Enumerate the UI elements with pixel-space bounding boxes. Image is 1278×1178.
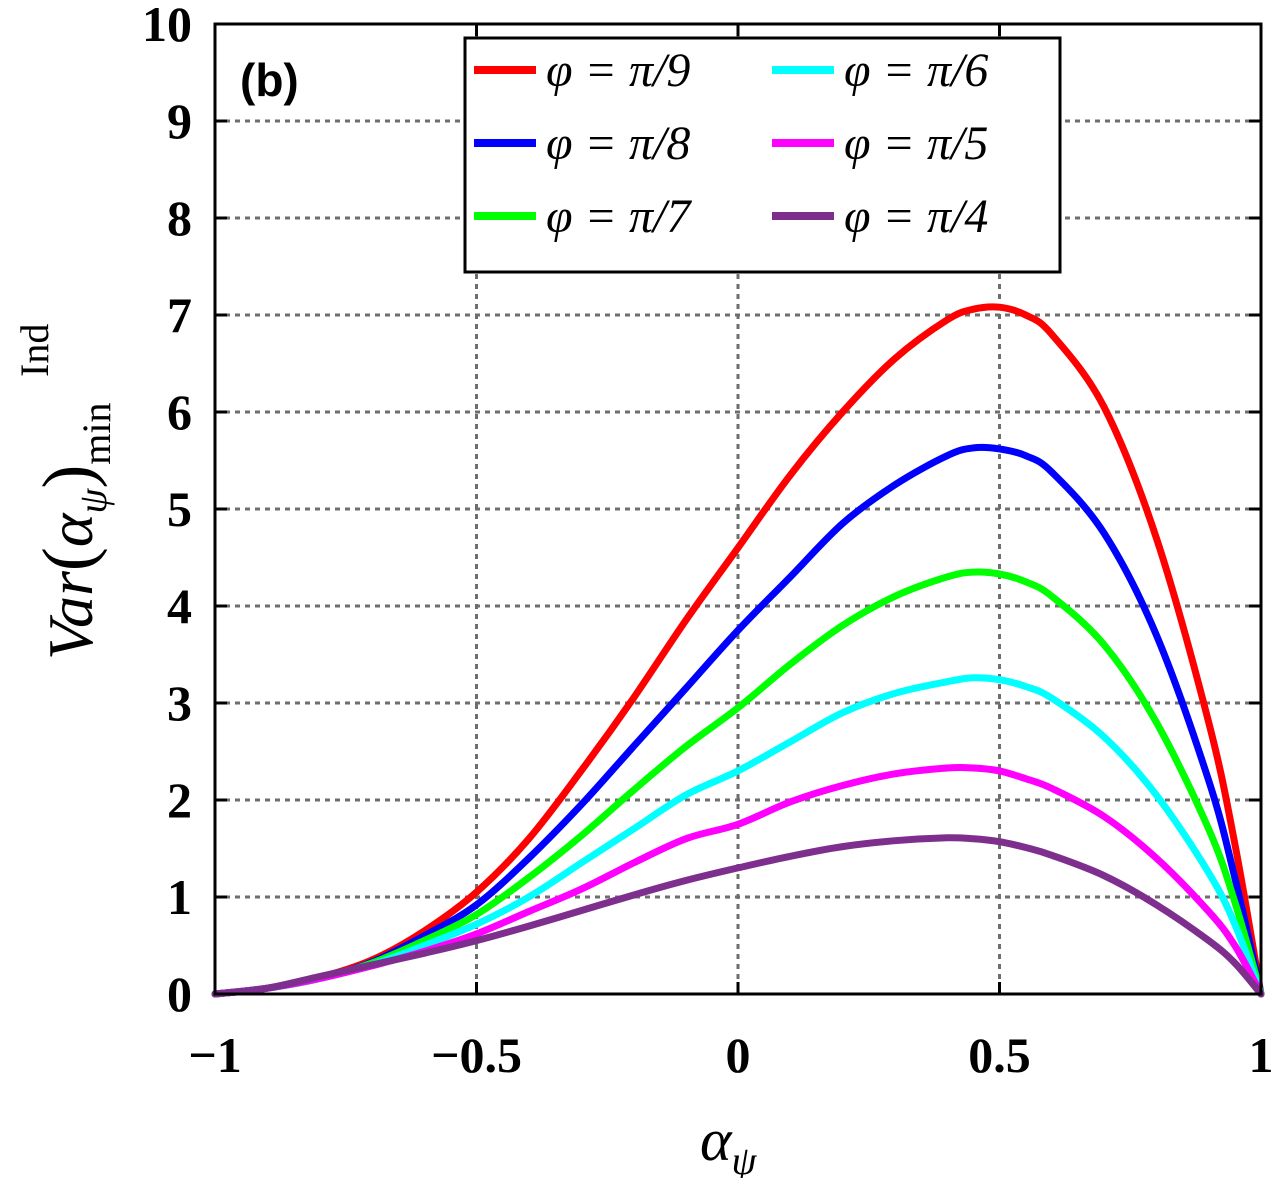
- x-tick-label: 0: [726, 1027, 751, 1083]
- series-lines: [211, 303, 1265, 998]
- x-tick-label: 1: [1249, 1027, 1274, 1083]
- y-label-subscript: min: [74, 402, 119, 464]
- series-line-1: [211, 303, 1265, 998]
- legend-label: φ = π/5: [844, 117, 988, 170]
- x-tick-labels: −1 −0.5 0 0.5 1: [188, 1027, 1273, 1083]
- y-tick-label: 8: [167, 190, 192, 246]
- grid-lines: [215, 24, 1261, 994]
- series-line-3: [211, 568, 1265, 998]
- series-line-2: [211, 443, 1265, 998]
- y-tick-labels: 0 1 2 3 4 5 6 7 8 9 10: [142, 0, 192, 1022]
- y-tick-label: 7: [167, 287, 192, 343]
- y-tick-label: 4: [167, 578, 192, 634]
- x-axis-label-sub: ψ: [732, 1138, 758, 1178]
- legend-item-2: φ = π/8: [474, 117, 690, 170]
- x-axis-label-main: α: [700, 1107, 733, 1173]
- y-tick-label: 3: [167, 675, 192, 731]
- legend-label: φ = π/4: [844, 190, 988, 243]
- legend-label: φ = π/6: [844, 44, 988, 97]
- x-tick-label: −1: [188, 1027, 242, 1083]
- legend-item-3: φ = π/7: [474, 190, 692, 243]
- y-label-superscript: Ind: [12, 324, 57, 377]
- legend-item-6: φ = π/4: [772, 190, 988, 243]
- legend-label: φ = π/8: [546, 117, 690, 170]
- legend-label: φ = π/9: [546, 44, 690, 97]
- legend-box: [463, 36, 1062, 274]
- y-label-alpha-sub: ψ: [70, 488, 115, 514]
- series-line-6: [211, 834, 1265, 998]
- y-tick-label: 10: [142, 0, 192, 52]
- legend-item-5: φ = π/5: [772, 117, 988, 170]
- axis-ticks: [213, 22, 1263, 996]
- y-tick-label: 6: [167, 384, 192, 440]
- panel-label: (b): [240, 54, 299, 106]
- legend-item-4: φ = π/6: [772, 44, 988, 97]
- legend-items: φ = π/9 φ = π/8 φ = π/7 φ = π/6 φ = π/5 φ = π…: [474, 44, 988, 243]
- y-tick-label: 5: [167, 481, 192, 537]
- series-line-4: [211, 674, 1265, 998]
- y-tick-label: 1: [167, 869, 192, 925]
- svg-text:Var(αψ)minInd: Var(αψ)min Ind: [12, 324, 119, 660]
- y-tick-label: 2: [167, 772, 192, 828]
- y-label-close-paren: ): [28, 465, 108, 489]
- x-tick-label: −0.5: [431, 1027, 522, 1083]
- y-tick-label: 9: [167, 93, 192, 149]
- x-tick-label: 0.5: [968, 1027, 1031, 1083]
- y-label-open-paren: (: [28, 547, 108, 571]
- legend-item-1: φ = π/9: [474, 44, 690, 97]
- y-tick-label: 0: [167, 966, 192, 1022]
- y-axis-label: Var(αψ)min Ind: [12, 324, 119, 660]
- legend-label: φ = π/7: [546, 190, 692, 243]
- legend: φ = π/9 φ = π/8 φ = π/7 φ = π/6 φ = π/5 φ = π…: [463, 36, 1062, 274]
- y-label-alpha: α: [35, 512, 106, 547]
- y-label-prefix: Var: [35, 570, 106, 660]
- x-axis-label: αψ: [700, 1107, 758, 1178]
